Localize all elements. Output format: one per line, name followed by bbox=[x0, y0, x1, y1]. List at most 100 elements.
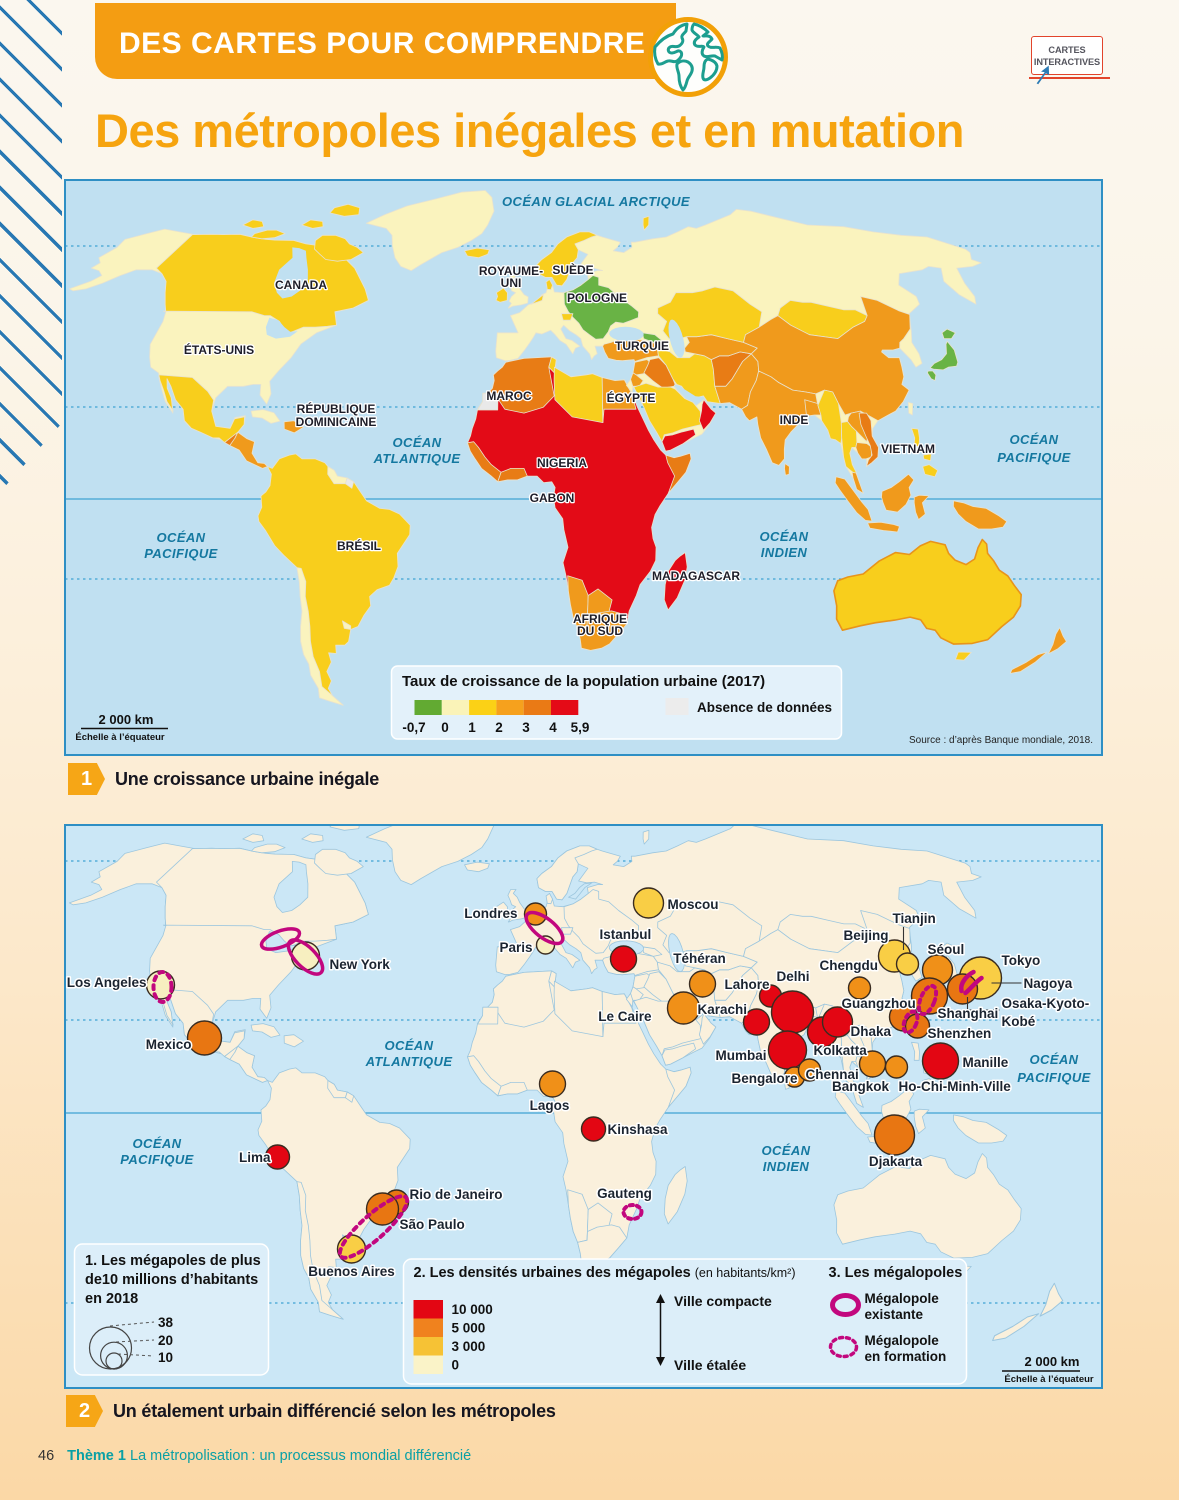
svg-text:Buenos Aires: Buenos Aires bbox=[308, 1264, 395, 1279]
svg-text:10: 10 bbox=[158, 1350, 173, 1365]
svg-text:INDIEN: INDIEN bbox=[763, 1159, 810, 1174]
svg-text:OCÉAN: OCÉAN bbox=[762, 1143, 811, 1158]
svg-text:Paris: Paris bbox=[499, 940, 532, 955]
svg-text:PACIFIQUE: PACIFIQUE bbox=[120, 1152, 193, 1167]
svg-text:Ho-Chi-Minh-Ville: Ho-Chi-Minh-Ville bbox=[899, 1079, 1012, 1094]
svg-text:de10 millions d’habitants: de10 millions d’habitants bbox=[85, 1272, 258, 1288]
svg-text:ÉGYPTE: ÉGYPTE bbox=[607, 390, 656, 405]
svg-text:PACIFIQUE: PACIFIQUE bbox=[1017, 1070, 1090, 1085]
svg-text:Rio de Janeiro: Rio de Janeiro bbox=[410, 1187, 503, 1202]
svg-text:Lima: Lima bbox=[239, 1150, 271, 1165]
svg-text:Istanbul: Istanbul bbox=[600, 927, 652, 942]
svg-text:PACIFIQUE: PACIFIQUE bbox=[997, 450, 1070, 465]
svg-text:Los Angeles: Los Angeles bbox=[67, 975, 147, 990]
svg-text:OCÉAN: OCÉAN bbox=[1010, 432, 1059, 447]
svg-text:en 2018: en 2018 bbox=[85, 1291, 138, 1307]
svg-text:PACIFIQUE: PACIFIQUE bbox=[144, 546, 217, 561]
svg-text:Ville étalée: Ville étalée bbox=[674, 1357, 746, 1373]
svg-text:Taux de croissance de la popul: Taux de croissance de la population urba… bbox=[402, 673, 765, 690]
svg-text:MADAGASCAR: MADAGASCAR bbox=[652, 569, 740, 583]
svg-text:Dhaka: Dhaka bbox=[851, 1024, 892, 1039]
svg-text:2 000 km: 2 000 km bbox=[1025, 1354, 1080, 1369]
svg-text:Lagos: Lagos bbox=[530, 1098, 570, 1113]
svg-text:Djakarta: Djakarta bbox=[869, 1154, 923, 1169]
svg-text:Lahore: Lahore bbox=[725, 977, 771, 992]
svg-text:VIETNAM: VIETNAM bbox=[881, 442, 935, 456]
svg-text:RÉPUBLIQUE: RÉPUBLIQUE bbox=[297, 401, 376, 416]
svg-text:5 000: 5 000 bbox=[452, 1321, 486, 1336]
svg-text:POLOGNE: POLOGNE bbox=[567, 291, 627, 305]
svg-text:Ville compacte: Ville compacte bbox=[674, 1293, 772, 1309]
svg-text:3: 3 bbox=[522, 720, 530, 735]
svg-text:Manille: Manille bbox=[963, 1055, 1009, 1070]
svg-text:en formation: en formation bbox=[865, 1349, 947, 1364]
svg-text:Gauteng: Gauteng bbox=[597, 1186, 652, 1201]
svg-text:DU SUD: DU SUD bbox=[577, 624, 623, 638]
svg-text:1: 1 bbox=[468, 720, 476, 735]
svg-text:Kolkatta: Kolkatta bbox=[814, 1043, 868, 1058]
svg-text:Le Caire: Le Caire bbox=[598, 1009, 652, 1024]
svg-text:Bengalore: Bengalore bbox=[732, 1071, 799, 1086]
svg-text:Delhi: Delhi bbox=[777, 969, 810, 984]
svg-text:1. Les mégapoles de plus: 1. Les mégapoles de plus bbox=[85, 1253, 261, 1269]
svg-text:ÉTATS-UNIS: ÉTATS-UNIS bbox=[184, 342, 254, 357]
svg-text:OCÉAN: OCÉAN bbox=[1030, 1052, 1079, 1067]
svg-text:Kinshasa: Kinshasa bbox=[608, 1122, 669, 1137]
svg-text:ATLANTIQUE: ATLANTIQUE bbox=[373, 451, 461, 466]
svg-text:GABON: GABON bbox=[530, 491, 575, 505]
svg-text:São Paulo: São Paulo bbox=[400, 1217, 465, 1232]
svg-text:-0,7: -0,7 bbox=[402, 720, 425, 735]
svg-text:ROYAUME-: ROYAUME- bbox=[479, 264, 543, 278]
svg-text:3. Les mégalopoles: 3. Les mégalopoles bbox=[829, 1265, 963, 1281]
svg-text:Londres: Londres bbox=[464, 906, 517, 921]
svg-text:Absence de données: Absence de données bbox=[697, 700, 832, 715]
svg-text:Mégalopole: Mégalopole bbox=[865, 1291, 940, 1306]
svg-text:2: 2 bbox=[495, 720, 503, 735]
svg-text:Source : d’après Banque mondia: Source : d’après Banque mondiale, 2018. bbox=[909, 735, 1093, 746]
svg-text:CANADA: CANADA bbox=[275, 278, 327, 292]
svg-text:SUÈDE: SUÈDE bbox=[552, 262, 593, 277]
svg-text:Tokyo: Tokyo bbox=[1002, 953, 1041, 968]
svg-text:Échelle à l’équateur: Échelle à l’équateur bbox=[75, 732, 165, 743]
svg-text:Guangzhou: Guangzhou bbox=[842, 996, 916, 1011]
svg-text:AFRIQUE: AFRIQUE bbox=[573, 612, 627, 626]
svg-text:20: 20 bbox=[158, 1333, 173, 1348]
svg-text:Téhéran: Téhéran bbox=[673, 951, 726, 966]
svg-text:2. Les densités urbaines des m: 2. Les densités urbaines des mégapoles (… bbox=[414, 1265, 796, 1281]
svg-text:38: 38 bbox=[158, 1315, 174, 1330]
svg-text:Mumbai: Mumbai bbox=[716, 1048, 767, 1063]
svg-text:Échelle à l’équateur: Échelle à l’équateur bbox=[1004, 1374, 1094, 1385]
svg-text:Osaka-Kyoto-: Osaka-Kyoto- bbox=[1002, 996, 1090, 1011]
svg-text:existante: existante bbox=[865, 1307, 924, 1322]
svg-text:Karachi: Karachi bbox=[698, 1002, 748, 1017]
svg-text:Nagoya: Nagoya bbox=[1024, 976, 1073, 991]
svg-text:OCÉAN: OCÉAN bbox=[133, 1136, 182, 1151]
svg-text:Shanghai: Shanghai bbox=[938, 1006, 999, 1021]
svg-text:Moscou: Moscou bbox=[668, 897, 719, 912]
svg-text:INDE: INDE bbox=[780, 413, 809, 427]
svg-text:BRÉSIL: BRÉSIL bbox=[337, 538, 381, 553]
svg-text:3 000: 3 000 bbox=[452, 1339, 486, 1354]
svg-text:0: 0 bbox=[452, 1358, 460, 1373]
svg-text:OCÉAN: OCÉAN bbox=[385, 1038, 434, 1053]
svg-text:Mexico: Mexico bbox=[146, 1037, 192, 1052]
svg-text:NIGERIA: NIGERIA bbox=[537, 456, 587, 470]
svg-text:Beijing: Beijing bbox=[844, 928, 889, 943]
svg-text:4: 4 bbox=[549, 720, 557, 735]
svg-text:10 000: 10 000 bbox=[452, 1302, 493, 1317]
svg-text:Kobé: Kobé bbox=[1002, 1014, 1036, 1029]
svg-text:New York: New York bbox=[330, 957, 391, 972]
svg-text:5,9: 5,9 bbox=[571, 720, 590, 735]
svg-text:Chengdu: Chengdu bbox=[820, 958, 879, 973]
svg-text:UNI: UNI bbox=[501, 276, 522, 290]
svg-text:INDIEN: INDIEN bbox=[761, 545, 808, 560]
svg-text:Tianjin: Tianjin bbox=[893, 911, 936, 926]
svg-text:ATLANTIQUE: ATLANTIQUE bbox=[365, 1054, 453, 1069]
svg-text:0: 0 bbox=[441, 720, 449, 735]
svg-text:Chennai: Chennai bbox=[806, 1067, 859, 1082]
svg-text:OCÉAN: OCÉAN bbox=[760, 529, 809, 544]
svg-text:Shenzhen: Shenzhen bbox=[928, 1026, 992, 1041]
svg-text:MAROC: MAROC bbox=[486, 389, 532, 403]
svg-text:OCÉAN: OCÉAN bbox=[393, 435, 442, 450]
svg-text:DOMINICAINE: DOMINICAINE bbox=[296, 415, 377, 429]
